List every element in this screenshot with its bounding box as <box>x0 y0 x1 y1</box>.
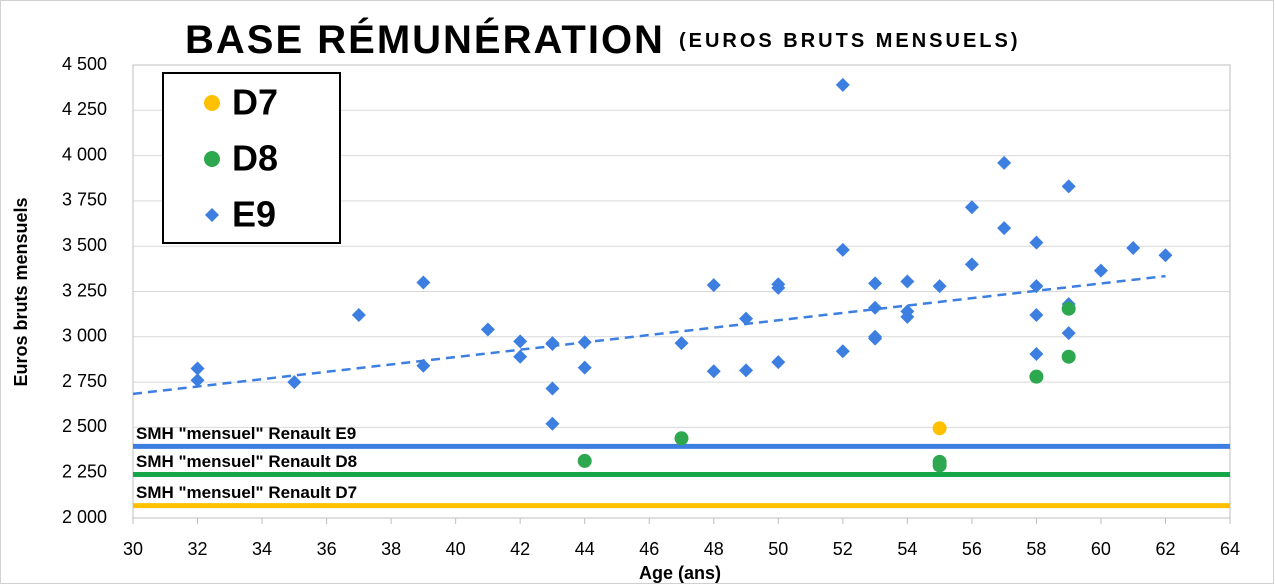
point <box>706 364 721 379</box>
x-tick-label: 32 <box>188 539 208 559</box>
point <box>1061 326 1076 341</box>
point <box>771 280 786 295</box>
subtitle: (EUROS BRUTS MENSUELS) <box>679 30 1021 52</box>
x-tick-label: 62 <box>1155 539 1175 559</box>
point <box>1029 347 1044 362</box>
x-tick-label: 48 <box>704 539 724 559</box>
y-tick-label: 3 000 <box>62 326 107 346</box>
point <box>416 358 431 373</box>
point <box>545 416 560 431</box>
x-tick-label: 50 <box>768 539 788 559</box>
point <box>739 363 754 378</box>
point <box>1093 263 1108 278</box>
point <box>997 221 1012 236</box>
y-tick-label: 2 000 <box>62 507 107 527</box>
point <box>868 331 883 346</box>
point <box>964 257 979 272</box>
y-tick-label: 3 500 <box>62 235 107 255</box>
point <box>674 336 689 351</box>
point <box>900 309 915 324</box>
point <box>545 337 560 352</box>
point <box>513 349 528 364</box>
legend-marker <box>204 95 220 111</box>
legend-label: D8 <box>232 138 278 179</box>
x-tick-label: 60 <box>1091 539 1111 559</box>
point <box>287 375 302 390</box>
x-tick-label: 42 <box>510 539 530 559</box>
point <box>1158 248 1173 263</box>
legend-label: D7 <box>232 82 278 123</box>
point <box>577 360 592 375</box>
x-tick-label: 54 <box>897 539 917 559</box>
point <box>1029 279 1044 294</box>
point <box>577 335 592 350</box>
reference-label: SMH "mensuel" Renault D7 <box>136 483 357 502</box>
point <box>1061 179 1076 194</box>
point <box>964 200 979 215</box>
point <box>513 334 528 349</box>
point <box>932 458 947 473</box>
point <box>835 77 850 92</box>
legend-marker <box>204 151 220 167</box>
x-tick-label: 34 <box>252 539 272 559</box>
chart-title: BASE RÉMUNÉRATION (EUROS BRUTS MENSUELS) <box>185 17 1021 62</box>
point <box>868 300 883 315</box>
point <box>545 381 560 396</box>
x-tick-label: 40 <box>446 539 466 559</box>
point <box>1126 241 1141 256</box>
point <box>835 242 850 257</box>
trendline <box>132 274 1166 396</box>
y-tick-label: 2 250 <box>62 461 107 481</box>
x-tick-label: 38 <box>381 539 401 559</box>
point <box>1029 308 1044 323</box>
x-tick-label: 36 <box>317 539 337 559</box>
y-tick-label: 4 500 <box>62 54 107 74</box>
y-tick-label: 4 000 <box>62 144 107 164</box>
point <box>1029 235 1044 250</box>
plot-border <box>132 64 1231 519</box>
title: BASE RÉMUNÉRATION <box>185 17 665 62</box>
point <box>739 311 754 326</box>
reference-label: SMH "mensuel" Renault D8 <box>136 452 357 471</box>
x-tick-label: 44 <box>575 539 595 559</box>
point <box>577 453 592 468</box>
x-axis-label: Age (ans) <box>639 563 721 583</box>
point <box>351 308 366 323</box>
x-tick-label: 56 <box>962 539 982 559</box>
point <box>900 274 915 289</box>
point <box>190 361 205 376</box>
point <box>997 155 1012 170</box>
point <box>932 421 947 436</box>
y-tick-label: 2 500 <box>62 416 107 436</box>
point <box>932 279 947 294</box>
point <box>416 275 431 290</box>
point <box>706 278 721 293</box>
x-tick-label: 30 <box>123 539 143 559</box>
x-tick-label: 64 <box>1220 539 1240 559</box>
point <box>1029 369 1044 384</box>
y-tick-label: 3 750 <box>62 190 107 210</box>
x-tick-label: 52 <box>833 539 853 559</box>
point <box>835 344 850 359</box>
y-tick-label: 3 250 <box>62 280 107 300</box>
y-tick-label: 2 750 <box>62 371 107 391</box>
reference-label: SMH "mensuel" Renault E9 <box>136 424 356 443</box>
legend-label: E9 <box>232 194 276 235</box>
point <box>1061 349 1076 364</box>
point <box>868 276 883 291</box>
point <box>1061 301 1076 316</box>
legend-box <box>162 72 341 244</box>
x-tick-label: 46 <box>639 539 659 559</box>
x-tick-label: 58 <box>1026 539 1046 559</box>
legend-marker <box>205 208 219 222</box>
y-tick-label: 4 250 <box>62 99 107 119</box>
y-axis-label: Euros bruts mensuels <box>11 197 31 386</box>
point <box>190 373 205 388</box>
point <box>771 355 786 370</box>
point <box>674 431 689 446</box>
point <box>480 322 495 337</box>
